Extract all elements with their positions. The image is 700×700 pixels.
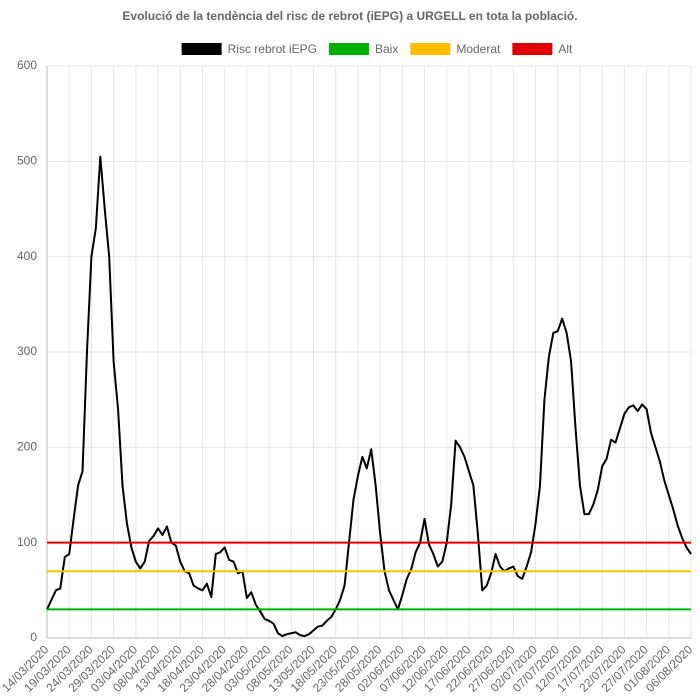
y-tick-label: 200 — [17, 440, 37, 454]
y-tick-label: 0 — [30, 630, 37, 644]
legend-swatch — [328, 43, 369, 55]
legend-swatch — [181, 43, 222, 55]
legend: Risc rebrot iEPG Baix Moderat Alt — [181, 42, 573, 56]
legend-swatch — [410, 43, 451, 55]
y-tick-label: 300 — [17, 344, 37, 358]
y-tick-label: 100 — [17, 535, 37, 549]
series-line — [46, 155, 692, 638]
y-tick-label: 500 — [17, 154, 37, 168]
legend-label: Alt — [558, 42, 573, 56]
chart-title: Evolució de la tendència del risc de reb… — [122, 9, 577, 23]
y-tick-label: 600 — [17, 58, 37, 72]
legend-label: Moderat — [456, 42, 501, 56]
y-tick-label: 400 — [17, 249, 37, 263]
legend-label: Baix — [375, 42, 398, 56]
legend-swatch — [512, 43, 553, 55]
legend-label: Risc rebrot iEPG — [228, 42, 317, 56]
